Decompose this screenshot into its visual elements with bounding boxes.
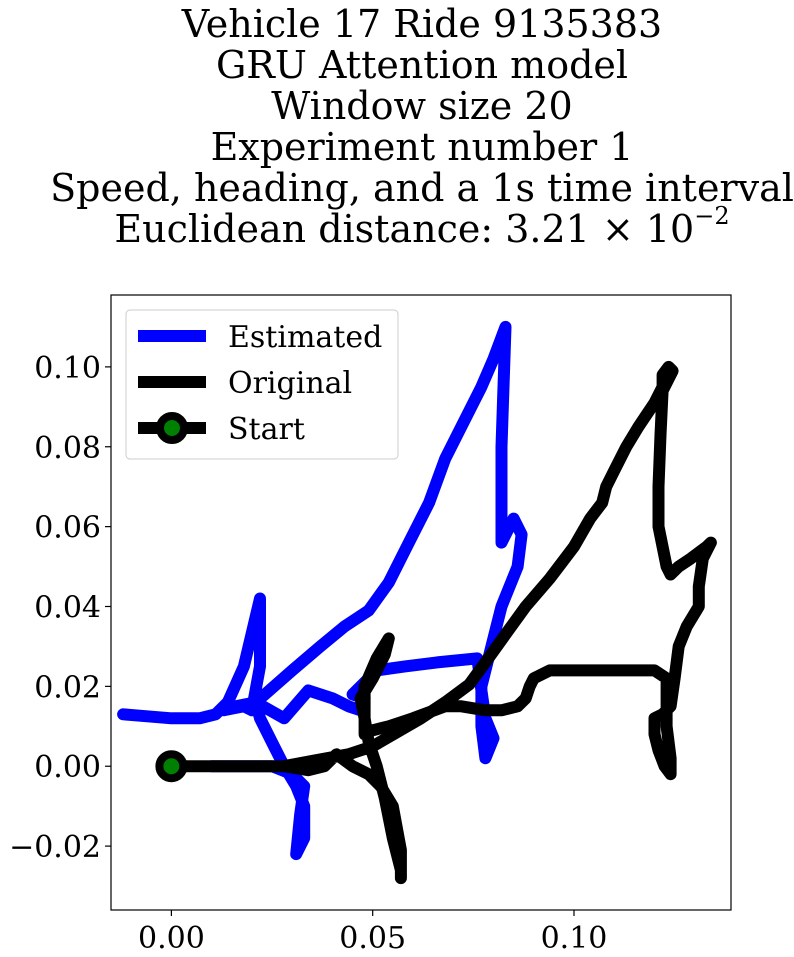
distance-base: 10 bbox=[645, 207, 695, 251]
x-tick-label: 0.10 bbox=[541, 921, 608, 956]
y-tick-label: 0.00 bbox=[34, 750, 101, 785]
y-tick-label: 0.02 bbox=[34, 670, 101, 705]
title-line-5: Speed, heading, and a 1s time interval bbox=[50, 166, 794, 210]
x-tick-label: 0.00 bbox=[138, 921, 205, 956]
chart-title: Vehicle 17 Ride 9135383 GRU Attention mo… bbox=[0, 4, 794, 250]
y-tick-label: 0.04 bbox=[34, 590, 101, 625]
distance-prefix: Euclidean distance: 3.21 bbox=[114, 207, 590, 251]
series-line-original bbox=[165, 360, 717, 885]
legend-label-estimated: Estimated bbox=[228, 320, 382, 355]
x-tick-label: 0.05 bbox=[339, 921, 406, 956]
title-line-2: GRU Attention model bbox=[215, 43, 629, 87]
legend-box bbox=[125, 309, 399, 460]
legend-label-original: Original bbox=[228, 366, 352, 401]
legend: Estimated Original Start bbox=[125, 309, 399, 460]
y-tick-label: 0.06 bbox=[34, 511, 101, 546]
title-line-1: Vehicle 17 Ride 9135383 bbox=[181, 2, 663, 46]
title-line-3: Window size 20 bbox=[271, 84, 573, 128]
plot-frame bbox=[110, 294, 732, 911]
y-tick-label: 0.08 bbox=[34, 431, 101, 466]
y-tick-label: 0.10 bbox=[34, 351, 101, 386]
distance-times: × bbox=[601, 207, 634, 251]
legend-start-marker bbox=[156, 412, 188, 444]
title-line-4: Experiment number 1 bbox=[210, 125, 634, 169]
start-marker bbox=[155, 750, 188, 783]
y-axis-ticks: −0.02 0.00 0.02 0.04 0.06 0.08 0.10 bbox=[9, 351, 111, 865]
x-axis-ticks: 0.00 0.05 0.10 bbox=[138, 910, 607, 956]
y-tick-label: −0.02 bbox=[9, 830, 101, 865]
title-line-6: Euclidean distance: 3.21 × 10−2 bbox=[0, 204, 794, 251]
legend-label-start: Start bbox=[228, 412, 305, 447]
distance-exponent: −2 bbox=[694, 202, 730, 231]
